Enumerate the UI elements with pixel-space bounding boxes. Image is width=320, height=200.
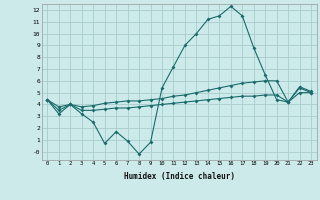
X-axis label: Humidex (Indice chaleur): Humidex (Indice chaleur) — [124, 172, 235, 181]
